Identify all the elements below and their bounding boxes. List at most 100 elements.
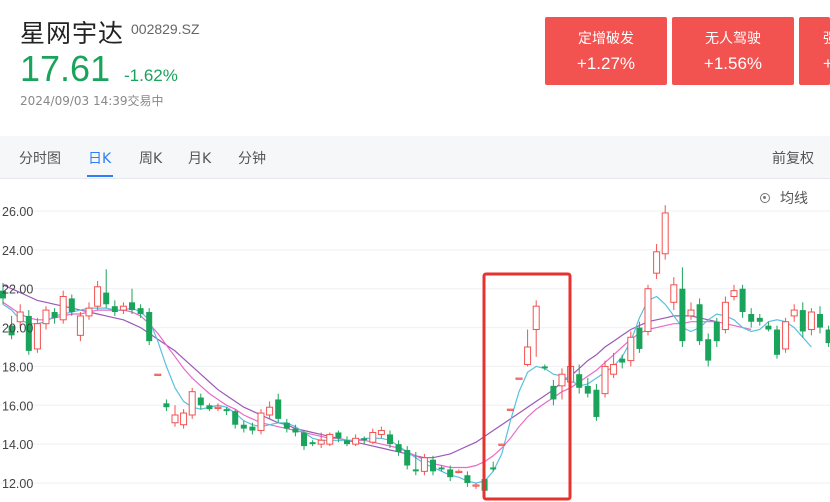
candle bbox=[593, 383, 600, 421]
tab-daily-k[interactable]: 日K bbox=[88, 151, 112, 167]
candle-body bbox=[558, 373, 566, 387]
candle-body bbox=[515, 377, 523, 380]
candle bbox=[636, 321, 643, 353]
candle bbox=[601, 360, 609, 398]
candle bbox=[387, 430, 393, 449]
candle-body bbox=[430, 459, 436, 472]
candle bbox=[335, 430, 342, 443]
candle-body bbox=[103, 292, 110, 305]
candle bbox=[42, 306, 50, 330]
candle-body bbox=[119, 305, 127, 311]
candle bbox=[180, 409, 188, 429]
candle bbox=[257, 409, 265, 435]
stock-header: 星网宇达 002829.SZ 17.61 -1.62% 2024/09/03 1… bbox=[0, 0, 830, 136]
stock-name: 星网宇达 bbox=[20, 19, 125, 48]
y-tick-label: 16.00 bbox=[2, 399, 33, 413]
candle bbox=[154, 373, 162, 376]
candle bbox=[670, 277, 678, 311]
candle bbox=[721, 296, 729, 334]
candle-body bbox=[395, 444, 402, 452]
tab-monthly-k[interactable]: 月K bbox=[188, 151, 212, 167]
candle-body bbox=[317, 439, 325, 445]
y-tick-label: 24.00 bbox=[2, 244, 33, 258]
ma-legend-toggle[interactable]: 均线 bbox=[760, 188, 808, 208]
candle-body bbox=[352, 437, 360, 445]
candle bbox=[361, 436, 368, 445]
candle bbox=[103, 269, 110, 309]
candle bbox=[111, 300, 118, 316]
candle bbox=[739, 284, 746, 318]
candle bbox=[576, 364, 583, 394]
candle-body bbox=[498, 443, 506, 446]
candle-body bbox=[154, 373, 162, 376]
candle-body bbox=[705, 339, 712, 361]
candle bbox=[627, 331, 635, 367]
candle bbox=[275, 393, 282, 423]
candle-body bbox=[447, 469, 454, 478]
candle-body bbox=[532, 305, 540, 331]
candle bbox=[301, 430, 307, 450]
candle bbox=[506, 408, 514, 411]
candle bbox=[430, 455, 436, 476]
candle bbox=[438, 465, 445, 472]
candle bbox=[584, 378, 591, 398]
candle-body bbox=[627, 336, 635, 362]
candle-body bbox=[361, 438, 368, 441]
candle-body bbox=[748, 313, 755, 322]
candle bbox=[524, 329, 532, 367]
candle-body bbox=[301, 432, 307, 447]
candle-body bbox=[42, 309, 50, 325]
candle-body bbox=[644, 288, 652, 332]
candle-body bbox=[412, 469, 419, 472]
concept-pct: +1.56% bbox=[703, 54, 763, 73]
candle-body bbox=[266, 406, 274, 416]
candle-body bbox=[180, 412, 188, 426]
y-tick-label: 20.00 bbox=[2, 322, 33, 336]
tab-weekly-k[interactable]: 周K bbox=[139, 151, 163, 167]
candle bbox=[490, 461, 497, 472]
candle bbox=[653, 244, 661, 279]
candle bbox=[94, 280, 102, 311]
adjust-mode-button[interactable]: 前复权 bbox=[772, 151, 814, 167]
candle bbox=[317, 432, 325, 449]
concept-card-autonomous-driving[interactable]: 无人驾驶 +1.56% bbox=[672, 17, 794, 85]
concept-card-partial[interactable]: 强 + bbox=[799, 17, 830, 85]
y-axis-labels: 26.00 24.00 22.00 20.00 18.00 16.00 14.00 12.00 bbox=[2, 205, 33, 491]
candle bbox=[532, 300, 540, 357]
grid-layer bbox=[0, 210, 830, 484]
candle-body bbox=[335, 432, 342, 439]
candle-body bbox=[825, 329, 830, 344]
candle bbox=[206, 403, 213, 412]
candle bbox=[464, 471, 471, 487]
candle-body bbox=[593, 389, 600, 417]
candle-body bbox=[721, 301, 729, 331]
candle-body bbox=[163, 403, 170, 408]
candle bbox=[447, 465, 454, 482]
candle bbox=[240, 420, 247, 433]
concept-card-dingzeng[interactable]: 定增破发 +1.27% bbox=[545, 17, 667, 85]
tab-minute[interactable]: 分钟 bbox=[238, 151, 266, 167]
candle-body bbox=[25, 315, 32, 351]
candle-body bbox=[249, 426, 256, 431]
candle-body bbox=[653, 251, 661, 274]
candle bbox=[283, 418, 290, 433]
candle bbox=[8, 315, 15, 340]
candle bbox=[782, 317, 790, 353]
stock-price: 17.61 bbox=[20, 48, 111, 89]
candle bbox=[25, 310, 32, 355]
candle-body bbox=[601, 365, 609, 395]
candle-body bbox=[455, 470, 463, 474]
candle-body bbox=[344, 440, 350, 445]
candle-body bbox=[137, 308, 144, 314]
candle-body bbox=[756, 317, 763, 322]
candle-body bbox=[739, 288, 746, 313]
kline-chart[interactable]: 26.00 24.00 22.00 20.00 18.00 16.00 14.00 12.00 bbox=[0, 179, 830, 502]
candle bbox=[541, 364, 548, 371]
highlight-box bbox=[482, 272, 572, 501]
concept-name: 定增破发 bbox=[578, 31, 634, 47]
candle-body bbox=[33, 323, 41, 350]
tab-intraday[interactable]: 分时图 bbox=[19, 151, 61, 167]
candle-body bbox=[197, 397, 204, 406]
ma-long-line bbox=[2, 284, 717, 459]
candle bbox=[420, 453, 428, 476]
